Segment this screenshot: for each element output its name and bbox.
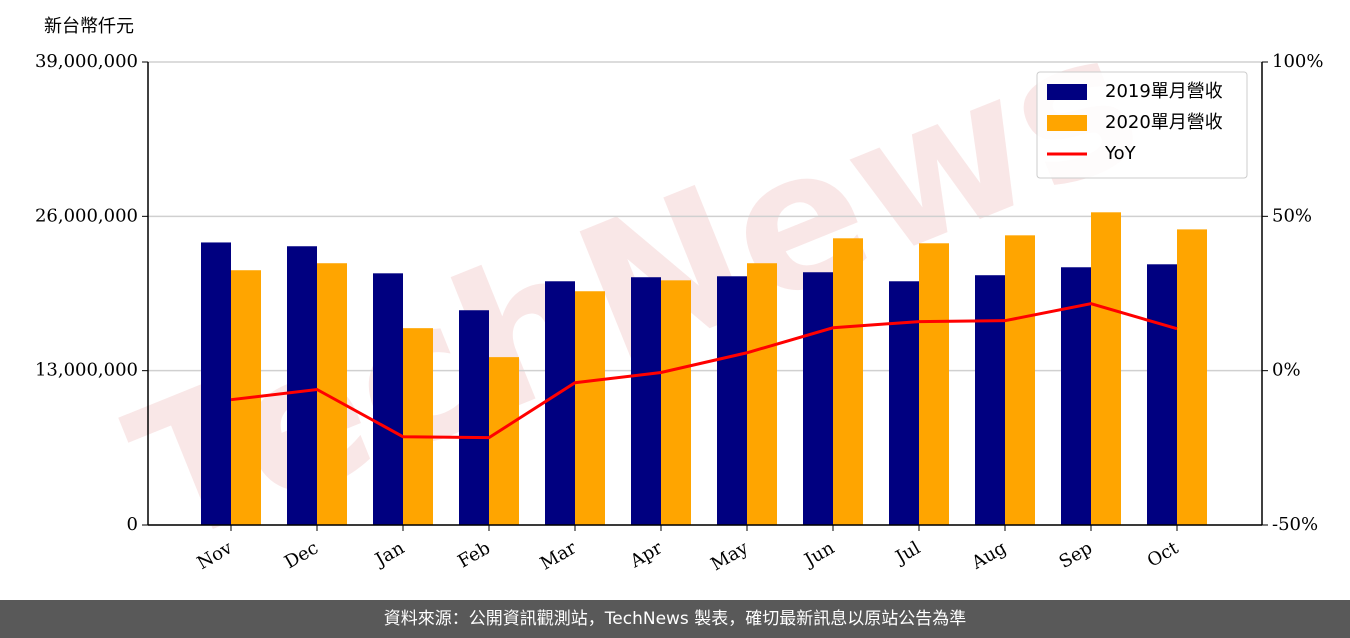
bar bbox=[747, 263, 777, 525]
y2-tick-label: -50% bbox=[1272, 514, 1318, 535]
x-tick-label: Mar bbox=[537, 537, 581, 574]
y-tick-label: 39,000,000 bbox=[35, 51, 138, 72]
bar bbox=[575, 291, 605, 525]
legend-label: YoY bbox=[1104, 143, 1137, 164]
bar bbox=[545, 281, 575, 525]
y-tick-label: 13,000,000 bbox=[35, 360, 138, 381]
bar bbox=[403, 328, 433, 525]
bar bbox=[631, 277, 661, 525]
bar bbox=[1005, 235, 1035, 526]
legend-swatch bbox=[1047, 84, 1087, 100]
x-tick-label: Apr bbox=[626, 537, 666, 572]
x-tick-label: Jan bbox=[370, 537, 408, 571]
x-tick-label: Feb bbox=[454, 537, 494, 572]
legend-label: 2019單月營收 bbox=[1105, 81, 1223, 102]
bar bbox=[717, 276, 747, 525]
bar bbox=[373, 273, 403, 525]
legend-label: 2020單月營收 bbox=[1105, 112, 1223, 133]
y2-tick-label: 50% bbox=[1272, 205, 1312, 226]
bar bbox=[489, 357, 519, 525]
x-tick-label: May bbox=[707, 537, 752, 575]
bar bbox=[287, 246, 317, 526]
y-tick-label: 0 bbox=[127, 514, 138, 535]
bar bbox=[201, 242, 231, 525]
bar bbox=[803, 272, 833, 525]
x-tick-label: Oct bbox=[1144, 537, 1183, 572]
y2-tick-label: 100% bbox=[1272, 51, 1323, 72]
bar bbox=[1177, 229, 1207, 525]
bar bbox=[889, 281, 919, 525]
bar bbox=[1147, 264, 1177, 525]
x-tick-label: Sep bbox=[1056, 537, 1096, 572]
x-tick-label: Jul bbox=[890, 537, 924, 569]
bar bbox=[1061, 267, 1091, 525]
bar bbox=[975, 275, 1005, 525]
legend-box bbox=[1036, 71, 1248, 179]
x-tick-label: Aug bbox=[967, 537, 1010, 574]
bar bbox=[661, 280, 691, 525]
bar bbox=[1091, 212, 1121, 525]
bar bbox=[459, 310, 489, 525]
bar bbox=[919, 243, 949, 526]
chart: 新台幣仟元 TechNews013,000,00026,000,00039,00… bbox=[35, 0, 1324, 588]
x-tick-label: Jun bbox=[799, 537, 838, 572]
y2-tick-label: 0% bbox=[1272, 360, 1301, 381]
y-tick-label: 26,000,000 bbox=[35, 205, 138, 226]
line bbox=[230, 302, 1178, 440]
source-note: 資料來源：公開資訊觀測站，TechNews 製表，確切最新訊息以原站公告為準 bbox=[0, 600, 1350, 638]
legend-swatch bbox=[1047, 115, 1087, 131]
bar bbox=[317, 263, 347, 525]
y-axis-label: 新台幣仟元 bbox=[44, 16, 134, 37]
bar bbox=[833, 238, 863, 526]
